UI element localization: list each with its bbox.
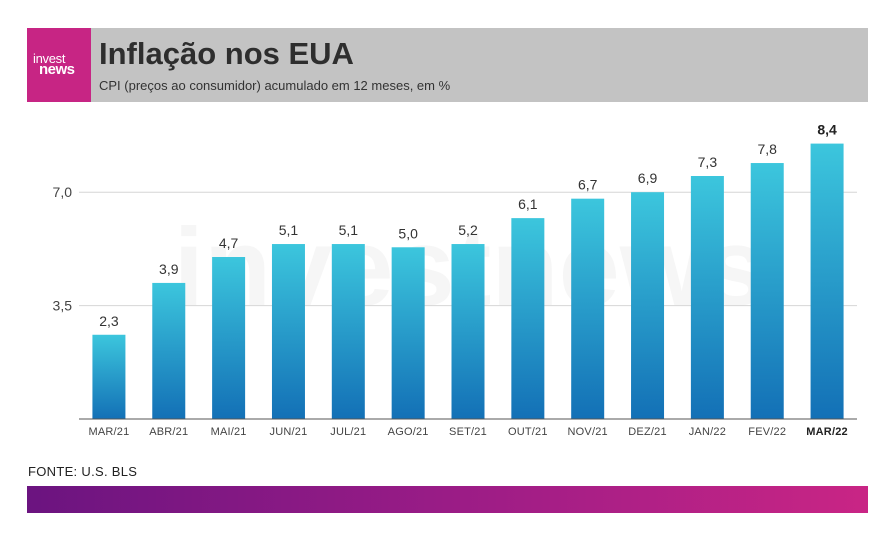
x-tick-label: MAR/22	[806, 426, 848, 438]
footer-gradient-bar	[27, 486, 868, 513]
y-tick-label: 7,0	[53, 184, 73, 200]
bar	[271, 244, 305, 419]
bar	[511, 218, 545, 419]
data-label: 6,7	[578, 177, 598, 193]
bar	[571, 198, 605, 419]
x-tick-label: NOV/21	[568, 426, 608, 438]
source-note: FONTE: U.S. BLS	[28, 464, 138, 479]
data-label: 5,1	[339, 222, 359, 238]
labels: 3,5 7,0 2,3 MAR/21 3,9 ABR/21 4,7 MAI/21 5,1 JUN/…	[53, 122, 848, 438]
investnews-logo[interactable]: invest news	[27, 28, 91, 102]
data-label: 5,0	[398, 225, 418, 241]
bar	[810, 143, 844, 419]
data-label: 5,1	[279, 222, 299, 238]
y-tick-label: 3,5	[53, 298, 73, 314]
x-tick-label: ABR/21	[149, 426, 188, 438]
bar	[391, 247, 425, 419]
bar	[631, 192, 665, 419]
header: invest news Inflação nos EUA CPI (preços…	[27, 28, 868, 102]
data-label: 7,3	[698, 154, 718, 170]
data-label: 2,3	[99, 313, 119, 329]
x-tick-label: FEV/22	[748, 426, 786, 438]
bar	[92, 334, 126, 419]
x-tick-label: OUT/21	[508, 426, 548, 438]
data-label: 7,8	[757, 141, 777, 157]
bar	[152, 282, 186, 419]
bar	[690, 176, 724, 419]
x-tick-label: JUL/21	[330, 426, 366, 438]
x-tick-label: MAI/21	[211, 426, 247, 438]
x-tick-label: SET/21	[449, 426, 487, 438]
data-label: 8,4	[817, 122, 837, 138]
chart-subtitle: CPI (preços ao consumidor) acumulado em …	[99, 78, 451, 93]
data-label: 6,1	[518, 196, 538, 212]
bars	[92, 143, 844, 419]
bar	[750, 163, 784, 419]
x-tick-label: AGO/21	[388, 426, 429, 438]
data-label: 3,9	[159, 261, 179, 277]
x-tick-label: JAN/22	[689, 426, 726, 438]
bar	[451, 244, 485, 419]
data-label: 4,7	[219, 235, 239, 251]
x-tick-label: MAR/21	[88, 426, 129, 438]
chart-title: Inflação nos EUA	[99, 36, 354, 71]
bar	[212, 257, 246, 419]
data-label: 6,9	[638, 170, 658, 186]
logo-text-invest: invest	[33, 51, 66, 66]
logo-text-news: news	[39, 61, 75, 78]
x-tick-label: DEZ/21	[628, 426, 667, 438]
x-tick-label: JUN/21	[270, 426, 308, 438]
data-label: 5,2	[458, 222, 478, 238]
bar	[331, 244, 365, 419]
